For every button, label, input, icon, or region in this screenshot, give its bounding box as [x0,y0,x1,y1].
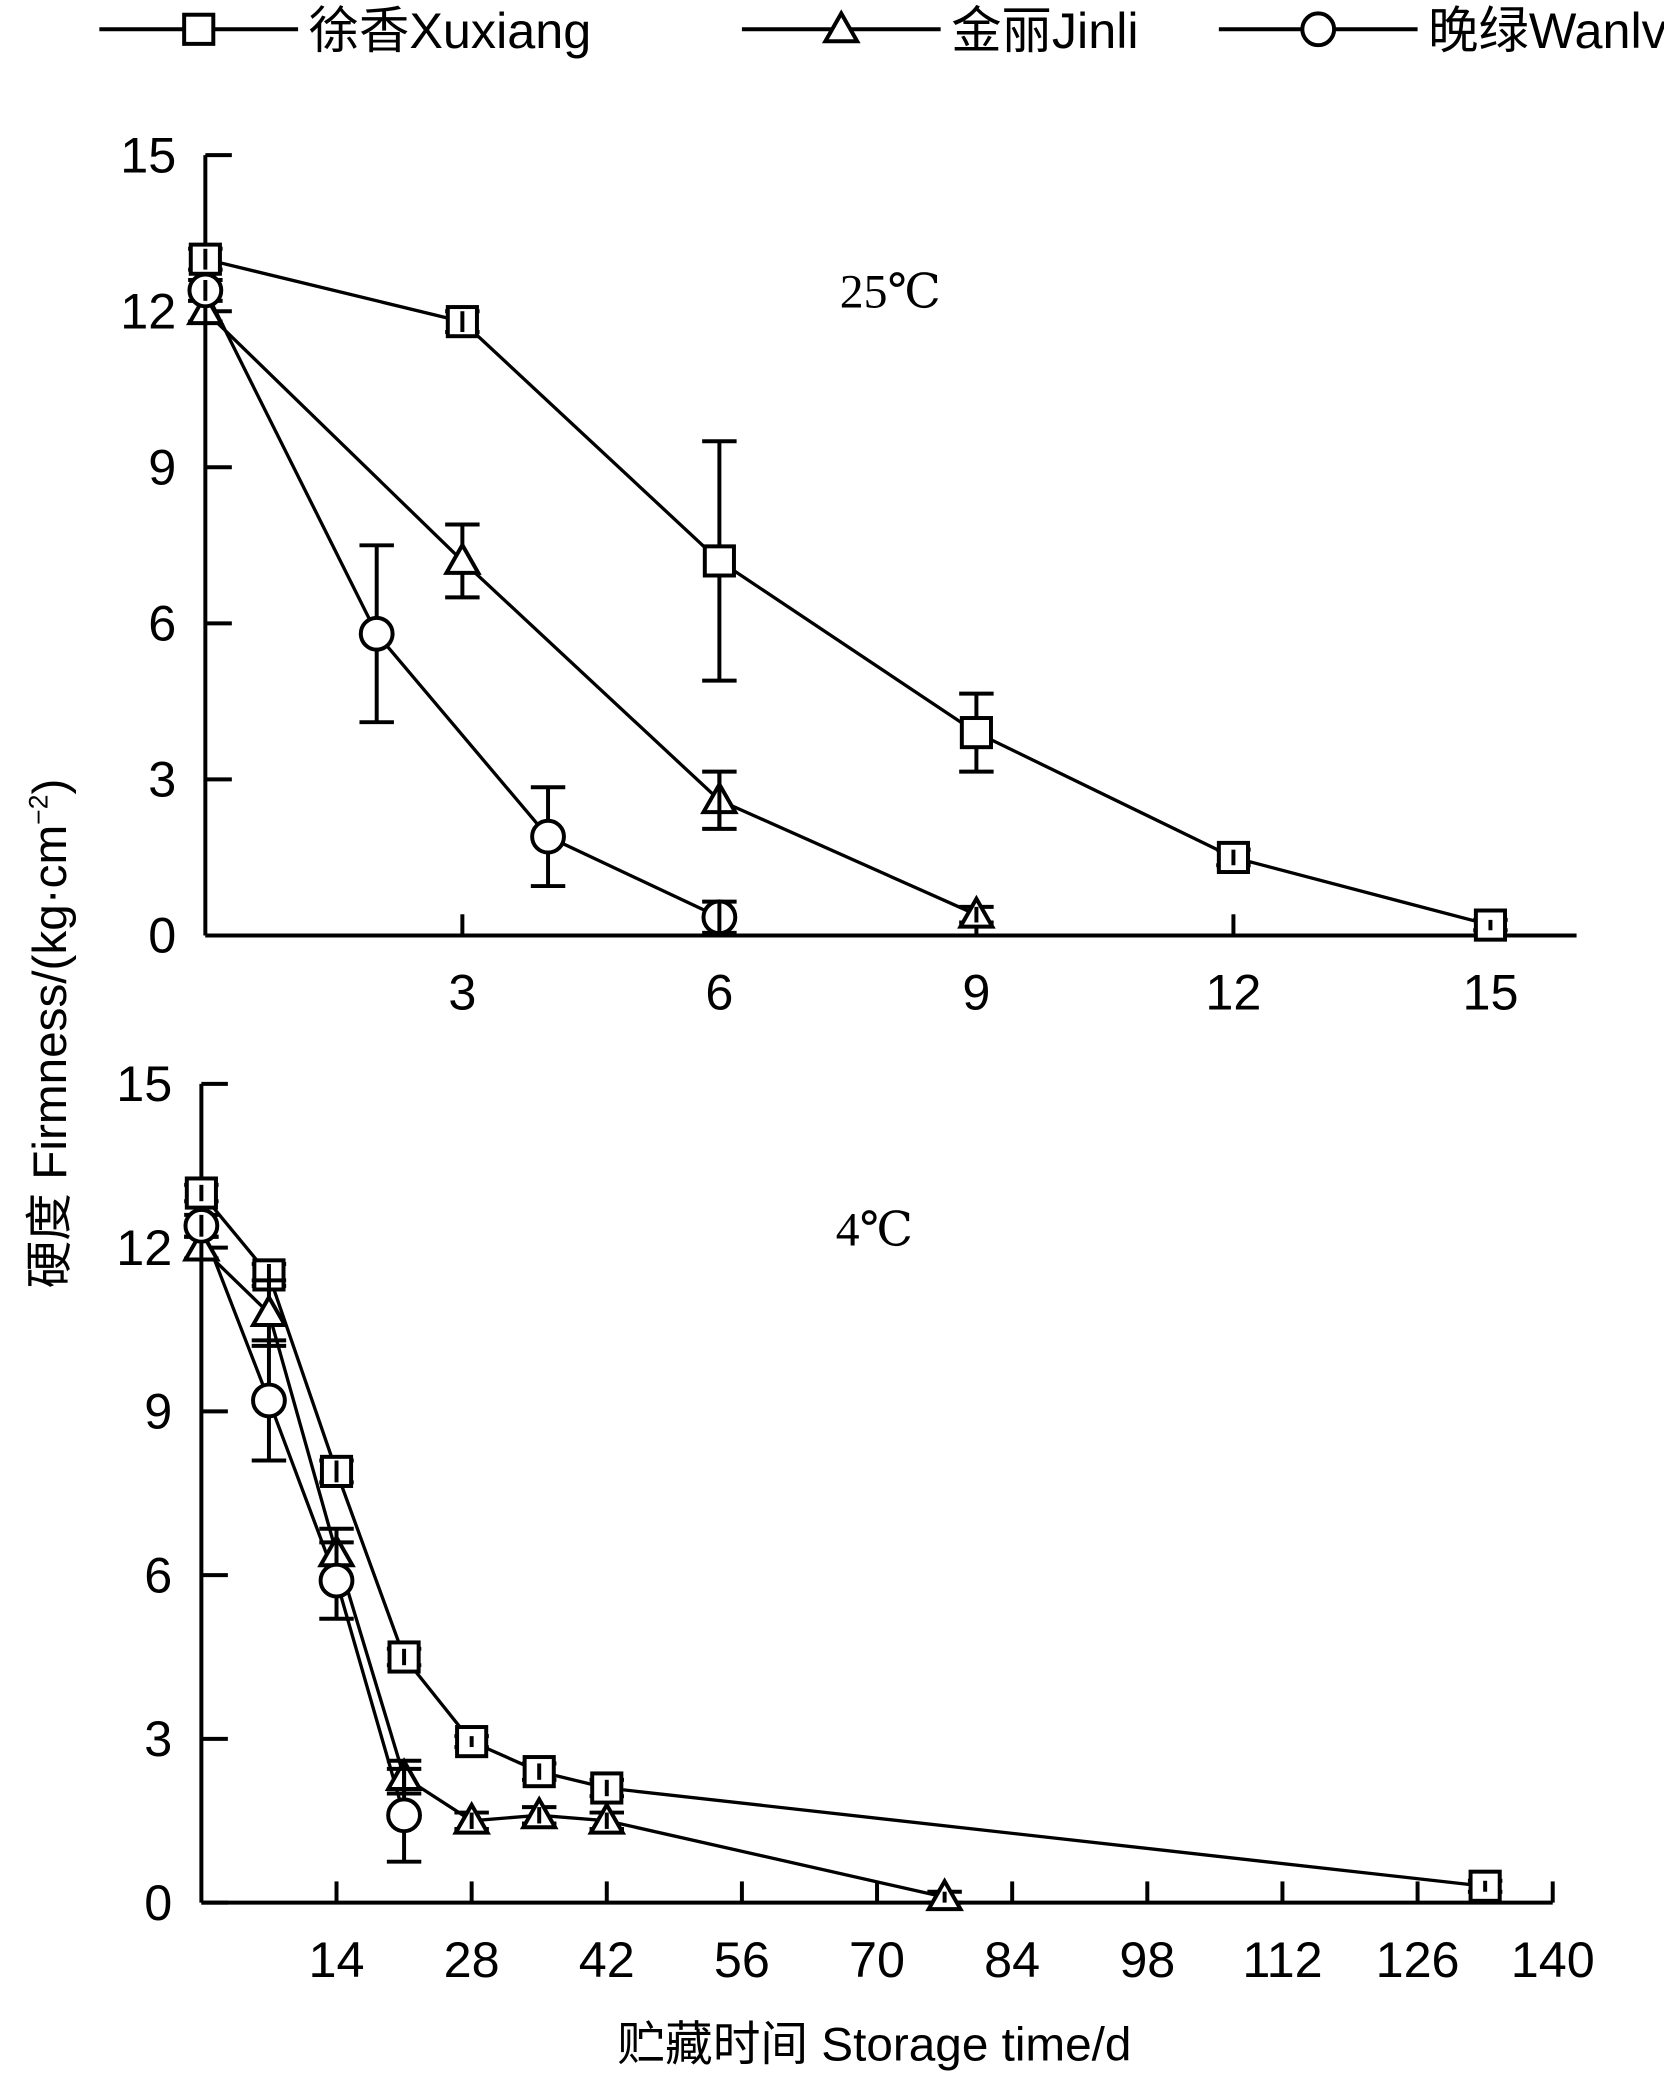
data-point-circle [386,1797,422,1834]
x-tick-label: 12 [1205,964,1261,1021]
x-tick-label: 112 [1242,1931,1322,1988]
y-axis-label: 硬度 Firmness/(kg·cm−2) [24,779,78,1289]
data-point-circle [358,615,395,652]
y-tick-label: 0 [144,1874,172,1931]
data-point-triangle [249,1293,289,1328]
legend: 徐香Xuxiang 金丽Jinli 晚绿Wanlv [99,2,1664,59]
x-tick-label: 98 [1119,1931,1175,1988]
data-point-triangle [443,541,482,575]
x-tick-label: 14 [309,1931,365,1988]
x-axis-label: 贮藏时间 Storage time/d [617,2018,1131,2071]
x-tick-label: 140 [1511,1931,1595,1988]
chart-title: 4℃ [836,1205,913,1257]
y-tick-label: 3 [148,751,176,808]
data-point-circle [251,1382,287,1419]
legend-triangle-marker [821,9,861,44]
x-tick-label: 56 [714,1931,770,1988]
chart-25c: 0 3 6 9 12 15 3 6 9 12 15 25℃ [120,126,1577,1021]
legend-label: 徐香Xuxiang [309,2,592,59]
series-line-square [204,257,1491,927]
x-tick-label: 42 [579,1931,635,1988]
x-tick-label: 9 [962,964,990,1021]
y-tick-label: 3 [144,1710,172,1767]
y-tick-label: 0 [148,907,176,964]
data-point-circle [318,1562,355,1599]
y-tick-label: 12 [120,282,176,339]
legend-label: 晚绿Wanlv [1428,2,1664,59]
y-tick-label: 15 [120,126,176,183]
series-line-circle [199,1225,406,1816]
x-tick-label: 70 [849,1931,905,1988]
chart-title: 25℃ [840,267,941,319]
x-tick-label: 3 [448,964,476,1021]
x-tick-label: 28 [444,1931,500,1988]
y-tick-label: 15 [116,1055,172,1112]
y-tick-label: 12 [116,1219,172,1276]
data-point-square [387,1640,421,1674]
x-tick-label: 126 [1376,1931,1460,1988]
x-tick-label: 6 [705,964,733,1021]
y-tick-label: 9 [144,1383,172,1440]
y-tick-label: 6 [144,1546,172,1603]
data-point-circle [530,818,566,855]
series-line-triangle [204,310,978,917]
x-tick-label: 15 [1462,964,1518,1021]
legend-square-marker [182,12,216,46]
y-tick-label: 6 [148,595,176,652]
data-point-square [702,544,736,578]
legend-label: 金丽Jinli [951,2,1138,59]
series-line-circle [203,289,721,919]
chart-4c: 0 3 6 9 12 15 14 28 42 56 70 84 98 112 126 140 4℃ [116,1055,1594,1988]
data-point-square [959,716,993,750]
legend-circle-marker [1300,11,1337,48]
x-tick-label: 84 [984,1931,1040,1988]
series-line-triangle [200,1246,945,1899]
data-point-square [1216,840,1250,875]
y-tick-label: 9 [148,439,176,496]
data-point-square [522,1755,556,1789]
